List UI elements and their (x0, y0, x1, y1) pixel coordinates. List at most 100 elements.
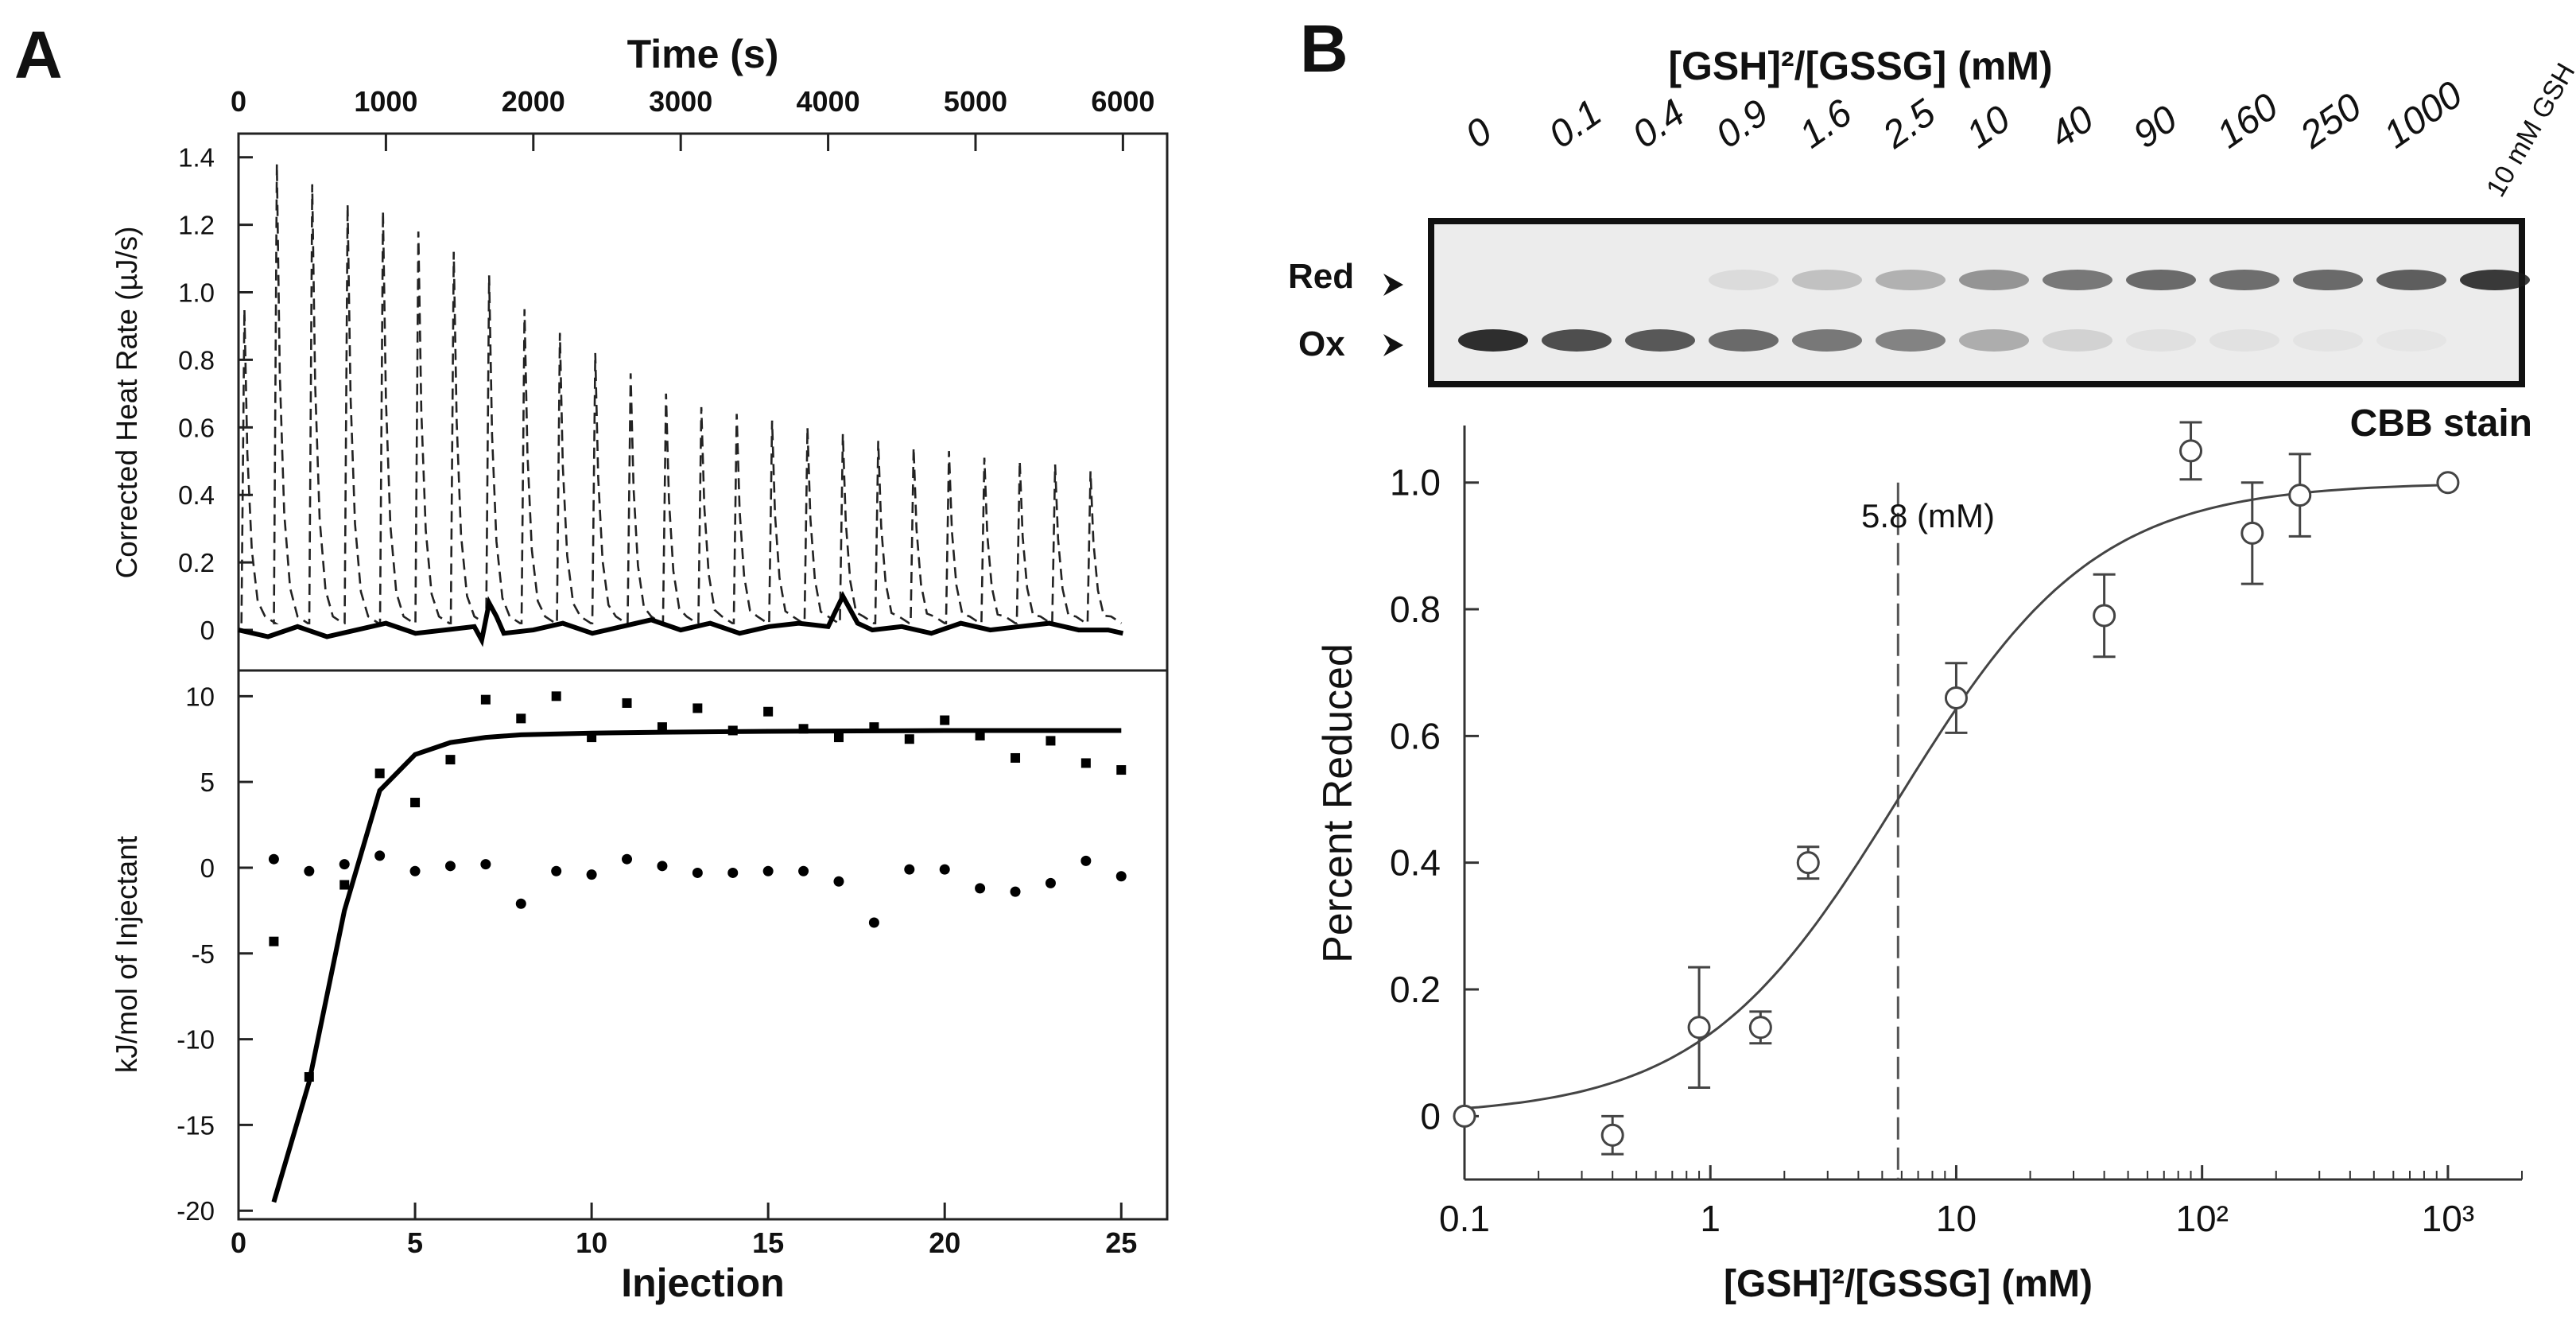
y-axis-title-percent-reduced: Percent Reduced (1315, 643, 1361, 963)
gel-band-ox (2293, 329, 2363, 352)
data-point-dot (1115, 871, 1127, 882)
y-axis-title-heat-rate: Corrected Heat Rate (µJ/s) (111, 227, 143, 579)
arrow-red-icon (1383, 274, 1403, 296)
y-axis-ticks-a-bottom: 10 5 0 -5 -10 -15 -20 (177, 682, 253, 1226)
data-point-square (1116, 765, 1127, 775)
y-tick-label: 0.6 (178, 413, 215, 442)
plot-frame-a-bottom (237, 669, 1169, 1221)
x-tick-label: 10 (576, 1226, 607, 1259)
x-tick-label: 20 (929, 1226, 960, 1259)
gel-lane-label: 0.9 (1709, 91, 1776, 157)
data-point-dot (586, 869, 597, 880)
data-point-square (1046, 736, 1056, 746)
y-tick-label: -15 (177, 1110, 215, 1140)
data-point-square (727, 725, 738, 736)
data-point-square (692, 703, 703, 713)
data-point-dot (1010, 886, 1021, 897)
data-point (2436, 471, 2460, 495)
x-axis-ticks-b: 0.1 1 10 10² 10³ (1439, 1165, 2523, 1239)
gel-band-red (2043, 270, 2112, 290)
gel-lane-label: 90 (2126, 98, 2185, 157)
data-point (1944, 686, 1968, 710)
gel-band-red (2126, 270, 2196, 290)
y-tick-label: 1.2 (178, 211, 215, 240)
y-tick-label: 5 (200, 768, 215, 797)
gel-band-ox (2376, 329, 2446, 352)
series-line-control (238, 591, 1124, 647)
y-tick-label: 1.0 (1390, 462, 1441, 503)
y-tick-label: 0.6 (1390, 715, 1441, 756)
gel-title: [GSH]²/[GSSG] (mM) (1668, 44, 2052, 88)
data-point-dot (374, 850, 386, 861)
x-tick-label: 3000 (649, 85, 712, 118)
x-axis-title-b: [GSH]²/[GSSG] (mM) (1724, 1263, 2093, 1305)
gel-band-ox (1625, 329, 1695, 352)
x-axis-title-time: Time (s) (627, 32, 779, 76)
data-point-dot (762, 865, 774, 876)
gel-band-ox (1959, 329, 2029, 352)
fit-curve (1464, 484, 2448, 1110)
data-point-square (516, 713, 526, 724)
data-point-dot (727, 867, 739, 878)
x-tick-label: 0 (231, 85, 246, 118)
gel-lane-label: 0.4 (1625, 91, 1693, 157)
midpoint-annotation: 5.8 (mM) (1861, 497, 1995, 534)
data-point-dot (444, 861, 456, 872)
data-point (2288, 484, 2312, 507)
data-point-square (1011, 752, 1021, 763)
gel-lane-label: 10 mM GSH (2481, 58, 2576, 202)
gel-band-ox (2043, 329, 2112, 352)
data-point-square (657, 722, 667, 733)
data-point (2179, 439, 2203, 463)
gel-band-red (2209, 270, 2279, 290)
gel-band-ox (1792, 329, 1862, 352)
data-point (1748, 1016, 1772, 1040)
y-tick-label: 0.8 (178, 345, 215, 375)
data-point-dot (409, 865, 421, 876)
x-axis-ticks-a-bottom: 0 5 10 15 20 25 (231, 1203, 1137, 1259)
series-line-titration (240, 164, 1123, 624)
gel-image (1428, 218, 2525, 387)
y-tick-label: -5 (192, 939, 215, 969)
chart-a-bottom: 0 5 10 15 20 25 10 5 0 -5 -10 -15 -20 Injection kJ/… (111, 669, 1169, 1305)
x-tick-label: 10² (2175, 1198, 2228, 1239)
x-tick-label: 10³ (2422, 1198, 2474, 1239)
data-point-square (339, 880, 350, 890)
data-point-square (975, 730, 985, 740)
data-point-square (551, 691, 561, 701)
panel-a-label: A (14, 17, 63, 92)
data-point-square (940, 715, 950, 725)
series-group-a-top (238, 164, 1124, 647)
data-point (2093, 604, 2116, 628)
x-tick-label: 1000 (354, 85, 417, 118)
data-point-dot (939, 864, 950, 875)
chart-b-plot: 0.1 1 10 10² 10³ 0 0.2 0.4 0.6 0.8 1.0 5.8 (mM) [… (1315, 421, 2523, 1305)
y-tick-label: 1.4 (178, 143, 215, 173)
data-point-square (445, 755, 456, 765)
data-point-square (1080, 758, 1091, 768)
data-point-square (410, 798, 421, 808)
data-point-square (587, 733, 597, 743)
band-label-ox: Ox (1298, 325, 1345, 363)
data-point-square (798, 724, 809, 734)
x-tick-label: 15 (752, 1226, 784, 1259)
data-point-dot (798, 865, 809, 876)
x-tick-label: 5 (407, 1226, 423, 1259)
x-tick-label: 5000 (944, 85, 1007, 118)
data-point (2240, 521, 2264, 545)
series-group-b (1453, 421, 2460, 1179)
arrow-ox-icon (1383, 334, 1403, 356)
panel-b-label: B (1300, 11, 1348, 86)
data-point (1687, 1016, 1711, 1040)
gel-band-red (1792, 270, 1862, 290)
data-point-dot (515, 898, 526, 909)
data-point-square (622, 698, 632, 708)
data-point-dot (480, 859, 491, 870)
data-point-dot (1045, 877, 1056, 888)
x-tick-label: 6000 (1091, 85, 1154, 118)
gel-band-ox (1458, 329, 1528, 352)
y-axis-ticks-a-top: 0 0.2 0.4 0.6 0.8 1.0 1.2 1.4 (178, 143, 253, 645)
gel-band-ox (1542, 329, 1612, 352)
